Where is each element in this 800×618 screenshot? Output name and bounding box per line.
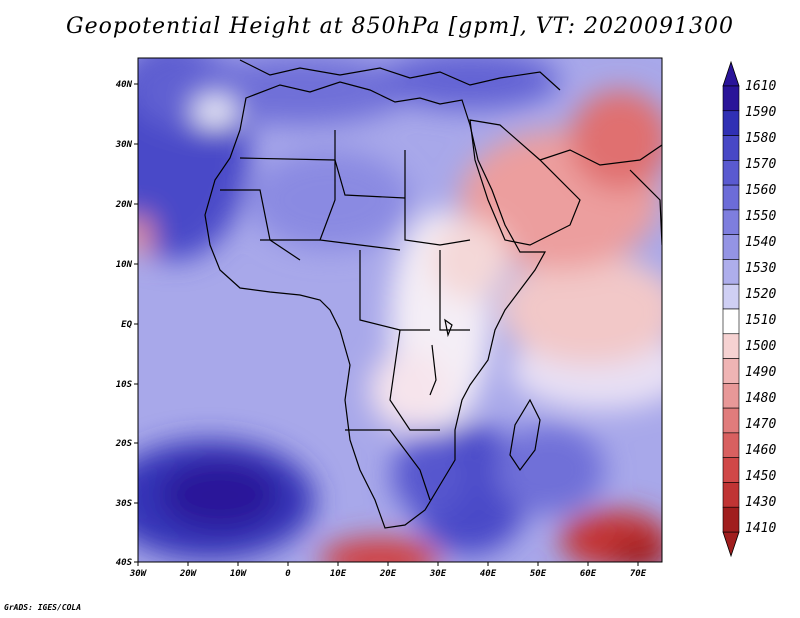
y-tick-label: 40S (116, 558, 133, 568)
colorbar-label: 1510 (745, 313, 776, 328)
y-tick-labels: 40N 30N 20N 10N EQ 10S 20S 30S 40S (115, 80, 133, 568)
colorbar-cell (722, 407, 740, 434)
colorbar-cell (722, 209, 740, 235)
colorbar-label: 1450 (745, 469, 776, 484)
x-tick-label: 20E (379, 569, 397, 579)
colorbar-label: 1530 (745, 261, 776, 276)
y-axis (134, 83, 138, 563)
colorbar-cell (722, 234, 740, 260)
colorbar-cell (722, 432, 740, 458)
colorbar-label: 1550 (745, 209, 776, 224)
colorbar-label: 1590 (745, 105, 776, 120)
colorbar-cell (722, 160, 740, 186)
height-field (138, 58, 662, 562)
colorbar-cell (722, 283, 740, 310)
colorbar-label: 1470 (745, 417, 776, 432)
colorbar-cell (722, 506, 740, 533)
colorbar-label: 1480 (745, 391, 776, 406)
y-tick-label: 20S (115, 439, 133, 449)
x-tick-label: 60E (580, 569, 597, 579)
x-tick-label: 0 (285, 569, 291, 579)
map-title: Geopotential Height at 850hPa [gpm], VT:… (66, 14, 734, 39)
x-tick-labels: 30W 20W 10W 0 10E 20E 30E 40E 50E 60E 70… (129, 569, 647, 579)
x-tick-label: 30E (429, 569, 447, 579)
x-tick-label: 40E (480, 569, 497, 579)
x-tick-label: 20W (179, 569, 198, 579)
x-axis (137, 562, 639, 566)
x-tick-label: 10E (330, 569, 347, 579)
colorbar-cell (722, 482, 740, 508)
colorbar-cell (722, 85, 740, 112)
colorbar-bottom-arrow (722, 531, 740, 558)
x-tick-label: 30W (129, 569, 148, 579)
colorbar-top-arrow (722, 60, 740, 87)
y-tick-label: 30S (115, 499, 133, 509)
colorbar-label: 1410 (745, 521, 776, 536)
y-tick-label: 10N (116, 260, 133, 270)
x-tick-label: 10W (230, 569, 248, 579)
colorbar-label: 1560 (745, 183, 776, 198)
coastlines (204, 59, 662, 529)
colorbar-label: 1610 (745, 79, 776, 94)
colorbar-label: 1500 (745, 339, 776, 354)
colorbar-label: 1430 (745, 495, 776, 510)
x-tick-label: 70E (630, 569, 647, 579)
colorbar: 1610 1590 1580 1570 1560 1550 1540 1530 … (722, 60, 776, 558)
colorbar-cell (722, 358, 740, 384)
y-tick-label: 40N (116, 80, 133, 90)
y-tick-label: 30N (115, 140, 133, 150)
x-tick-label: 50E (530, 569, 547, 579)
colorbar-cell (722, 110, 740, 136)
colorbar-cell (722, 383, 740, 409)
y-tick-label: EQ (121, 320, 132, 330)
colorbar-cell (722, 259, 740, 285)
colorbar-cell (722, 457, 740, 483)
colorbar-label: 1580 (745, 131, 776, 146)
y-tick-label: 20N (115, 200, 133, 210)
credit-text: GrADS: IGES/COLA (4, 603, 82, 612)
colorbar-label: 1460 (745, 443, 776, 458)
colorbar-cell (722, 333, 740, 359)
y-tick-label: 10S (116, 380, 133, 390)
colorbar-label: 1540 (745, 235, 776, 250)
colorbar-label: 1490 (745, 365, 776, 380)
colorbar-label: 1570 (745, 157, 776, 172)
colorbar-cell (722, 308, 740, 335)
colorbar-label: 1520 (745, 287, 776, 302)
map-frame (137, 57, 663, 563)
colorbar-cell (722, 135, 740, 161)
colorbar-cell (722, 184, 740, 211)
